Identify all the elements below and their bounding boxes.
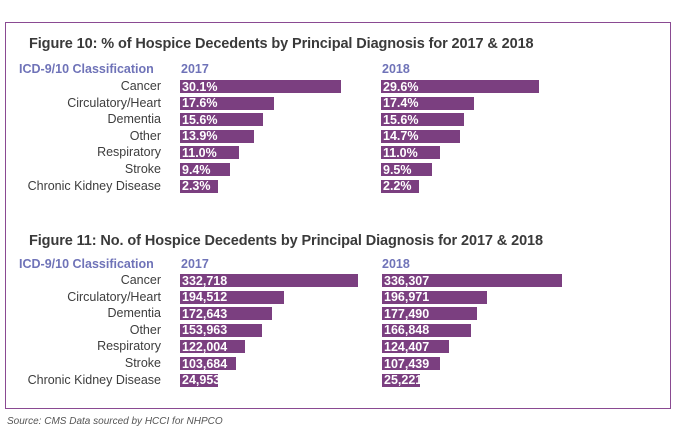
figure-11-category-label: Other [129, 322, 161, 337]
figure-10-bar-label-2018: 17.4% [383, 96, 419, 111]
figure-11-bar-label-2017: 24,953 [182, 373, 221, 388]
figure-10-category-label: Circulatory/Heart [67, 95, 161, 110]
figure-10-bar-2017 [180, 163, 231, 176]
figure-11-category-label: Respiratory [97, 339, 161, 354]
figure-10-bar-label-2018: 11.0% [383, 145, 418, 160]
figure-10-bar-2017 [180, 146, 239, 160]
figure-11-bar-2018 [382, 274, 562, 287]
figure-11-bar-label-2018: 336,307 [384, 273, 430, 288]
figure-10-bar-label-2018: 9.5% [383, 162, 412, 177]
figure-10-category-label: Dementia [107, 112, 162, 127]
figure-10-bar-label-2017: 2.3% [182, 179, 211, 194]
figure-10-bar-label-2018: 2.2% [383, 179, 412, 194]
figure-10-bar-label-2018: 29.6% [383, 79, 419, 94]
figure-11-bar-2017 [180, 373, 218, 387]
figure-11-bar-label-2017: 332,718 [182, 273, 228, 288]
figure-11-bar-label-2017: 194,512 [182, 290, 228, 305]
figure-10-bar-2018 [381, 179, 419, 193]
figure-11-category-label: Chronic Kidney Disease [27, 372, 161, 387]
figure-11-bar-2017 [180, 307, 273, 321]
figure-11-bar-label-2018: 196,971 [384, 290, 430, 305]
figure-10-category-label: Stroke [124, 162, 161, 176]
figure-11-bar-label-2018: 25,221 [384, 373, 423, 388]
figure-10-bar-2018 [381, 163, 432, 176]
figure-10-bar-2017 [180, 80, 341, 93]
figure-10-bar-2017 [180, 113, 264, 127]
figure-10-bar-2017 [180, 96, 275, 110]
figure-10-bar-2017 [180, 129, 255, 143]
figure-11-bar-label-2017: 153,963 [182, 323, 228, 338]
figure-11-bar-label-2018: 166,848 [384, 323, 430, 338]
figure-10-title: Figure 10: % of Hospice Decedents by Pri… [29, 36, 534, 52]
figure-10-bar-2018 [381, 80, 540, 93]
figure-11-category-label: Dementia [107, 306, 162, 321]
figure-11-bar-2017 [180, 274, 358, 287]
figure-10-bar-label-2018: 14.7% [383, 129, 419, 144]
figure-11-bar-2018 [382, 340, 449, 354]
figure-11-category-label: Cancer [120, 273, 161, 287]
figure-10-category-label: Respiratory [97, 145, 161, 160]
figure-10-bar-2018 [381, 146, 440, 160]
figure-10-category-label: Other [129, 128, 161, 143]
figure-11-bar-2018 [382, 357, 440, 370]
figure-11-bar-2017 [180, 323, 263, 337]
figure-10-bar-label-2017: 17.6% [182, 96, 218, 111]
figure-10-series-2018-header: 2018 [382, 62, 410, 76]
figure-10-bar-label-2017: 9.4% [182, 162, 211, 177]
figure-10-bar-2018 [381, 113, 465, 127]
figure-11-bar-label-2017: 172,643 [182, 306, 228, 321]
figure-10-category-label: Cancer [120, 79, 161, 93]
source-note: Source: CMS Data sourced by HCCI for NHP… [7, 416, 223, 427]
figure-11-category-label: Circulatory/Heart [67, 289, 161, 304]
figure-11-bar-label-2017: 103,684 [182, 356, 228, 371]
figure-10-bar-label-2017: 11.0% [182, 145, 217, 160]
figure-10-bar-label-2017: 30.1% [182, 79, 218, 94]
figure-11-bar-2018 [382, 323, 472, 337]
figure-10-bar-label-2017: 15.6% [182, 112, 218, 127]
figure-10-category-header: ICD-9/10 Classification [19, 62, 154, 76]
figure-10-bar-label-2017: 13.9% [182, 129, 218, 144]
figure-11-category-label: Stroke [124, 356, 161, 370]
figure-11-bar-2018 [382, 290, 488, 304]
figure-10-bar-2018 [381, 96, 475, 110]
figure-11-bar-label-2018: 177,490 [384, 306, 430, 321]
figure-11-bar-label-2018: 107,439 [384, 356, 430, 371]
figure-10-bar-2018 [381, 129, 460, 143]
figure-11-bar-label-2018: 124,407 [384, 339, 430, 354]
figure-11-bar-2017 [180, 290, 285, 304]
figure-11-bar-2018 [382, 373, 420, 387]
figure-10-category-label: Chronic Kidney Disease [27, 178, 161, 193]
figure-10-bar-2017 [180, 179, 218, 193]
figure-11-bar-label-2017: 122,004 [182, 339, 228, 354]
figure-11-bar-2017 [180, 340, 246, 354]
figure-11-series-2017-header: 2017 [181, 257, 209, 271]
figure-11-category-header: ICD-9/10 Classification [19, 257, 154, 271]
figure-10-bar-label-2018: 15.6% [383, 112, 419, 127]
figure-11-bar-2017 [180, 357, 236, 370]
figure-11-title: Figure 11: No. of Hospice Decedents by P… [29, 233, 543, 249]
figure-11-bar-2018 [382, 307, 477, 321]
figure-frame [5, 22, 671, 409]
figure-10-series-2017-header: 2017 [181, 62, 209, 76]
figure-11-series-2018-header: 2018 [382, 257, 410, 271]
